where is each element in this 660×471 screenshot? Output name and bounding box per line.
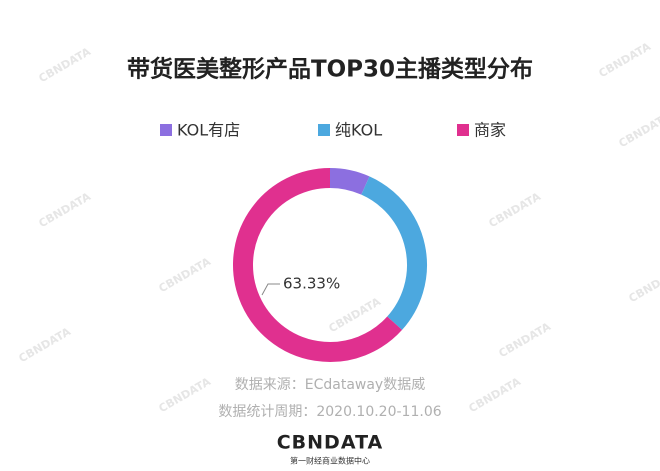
donut-segment [233,168,403,362]
source: 数据来源：ECdataway数据威 [235,377,425,393]
leader-line [261,283,280,296]
legend-swatch [457,124,469,136]
watermark: CBNDATA [487,190,544,230]
watermark: CBNDATA [157,375,214,415]
period: 数据统计周期：2020.10.20-11.06 [218,404,441,420]
watermark: CBNDATA [627,265,660,305]
watermark: CBNDATA [617,110,660,150]
logo: CBNDATA [277,432,384,454]
watermark: CBNDATA [597,40,654,80]
watermark: CBNDATA [497,320,554,360]
watermark: CBNDATA [37,190,94,230]
watermark: CBNDATA [157,255,214,295]
legend-label: 商家 [474,121,506,140]
data-label: 63.33% [283,275,340,293]
donut-segment [361,176,427,330]
watermark: CBNDATA [37,45,94,85]
watermark: CBNDATA [17,325,74,365]
chart-title: 带货医美整形产品TOP30主播类型分布 [127,56,533,83]
legend-swatch [160,124,172,136]
legend-label: 纯KOL [335,121,382,140]
logo-sub: 第一财经商业数据中心 [290,456,370,466]
donut-segment [329,168,370,195]
watermark: CBNDATA [467,375,524,415]
legend-swatch [318,124,330,136]
legend-label: KOL有店 [177,121,240,140]
